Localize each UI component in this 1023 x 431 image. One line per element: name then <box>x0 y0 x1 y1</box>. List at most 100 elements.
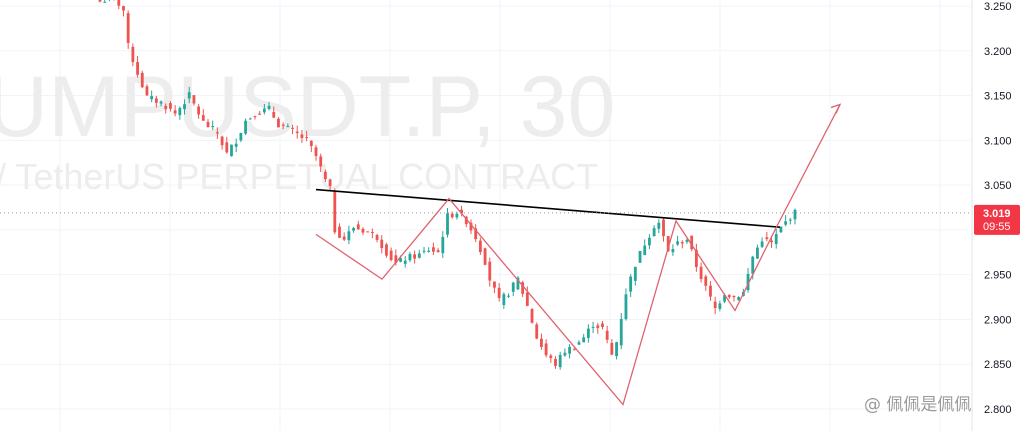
candle-body <box>507 295 510 297</box>
candle-body <box>356 224 360 230</box>
candle-body <box>295 131 299 134</box>
candle-body <box>281 124 285 126</box>
candle-body <box>206 121 210 128</box>
candle-body <box>488 261 492 281</box>
candle-body <box>779 226 783 233</box>
candle-body <box>323 171 327 180</box>
candle-body <box>478 240 482 253</box>
candle-body <box>417 253 421 258</box>
candle-body <box>535 324 539 339</box>
candle-body <box>511 282 515 292</box>
candle-body <box>671 249 675 253</box>
candle-body <box>352 227 355 231</box>
candle-body <box>770 240 773 243</box>
candle-body <box>262 108 266 113</box>
candle-body <box>469 222 473 231</box>
candle-body <box>131 46 135 62</box>
bar-countdown: 09:55 <box>983 221 1011 233</box>
pattern-zigzag-line[interactable] <box>315 104 841 406</box>
candle-body <box>760 241 764 247</box>
candle-body <box>657 222 661 229</box>
candle-body <box>648 237 651 246</box>
candle-body <box>582 337 586 343</box>
candle-body <box>286 126 290 128</box>
watermark-description: / TetherUS PERPETUAL CONTRACT <box>0 156 598 197</box>
image-credit: @ 佩佩是佩佩 <box>864 395 971 415</box>
candle-body <box>699 266 703 279</box>
candle-body <box>544 343 548 356</box>
candle-body <box>619 319 623 346</box>
arrow-head-icon <box>830 103 842 114</box>
candle-body <box>370 231 374 233</box>
candle-body <box>375 235 379 240</box>
candle-body <box>211 126 215 128</box>
candle-body <box>549 355 553 359</box>
y-tick-label: 3.100 <box>984 135 1012 147</box>
candle-body <box>230 144 233 157</box>
candle-body <box>483 248 487 265</box>
candle-body <box>756 247 759 259</box>
candle-body <box>662 219 665 237</box>
candle-body <box>183 104 186 110</box>
y-tick-label: 3.050 <box>984 180 1012 192</box>
grid <box>0 0 970 431</box>
y-tick-label: 3.200 <box>984 46 1012 58</box>
candle-body <box>610 342 614 355</box>
candle-body <box>723 295 726 302</box>
candle-body <box>338 226 341 238</box>
candle-body <box>586 328 590 338</box>
candle-body <box>474 228 478 240</box>
neckline-trendline[interactable] <box>315 188 781 228</box>
candle-body <box>591 326 595 328</box>
candle-body <box>300 134 304 138</box>
watermark-symbol: UMPUSDT.P, 30 <box>0 59 615 155</box>
candle-body <box>558 354 562 368</box>
candle-body <box>201 115 205 121</box>
candle-body <box>765 237 769 240</box>
candle-body <box>516 277 520 290</box>
candle-body <box>680 242 684 244</box>
credit-text: @ 佩佩是佩佩 <box>864 395 971 415</box>
candle-body <box>718 303 722 309</box>
candle-body <box>446 213 449 235</box>
candle-body <box>554 358 557 366</box>
candle-body <box>150 96 154 100</box>
candle-body <box>225 142 229 153</box>
candle-body <box>389 250 393 261</box>
candle-body <box>455 213 459 218</box>
candle-body <box>178 107 182 116</box>
candle-body <box>572 349 576 351</box>
candle-body <box>98 0 102 2</box>
candle-body <box>624 294 628 320</box>
candle-body <box>319 156 323 167</box>
candle-body <box>525 292 529 306</box>
candle-body <box>244 120 247 134</box>
candle-body <box>450 213 454 218</box>
candle-body <box>126 13 130 43</box>
candle-body <box>291 127 294 129</box>
candle-body <box>277 118 280 128</box>
candle-body <box>540 338 543 347</box>
candle-body <box>732 295 736 298</box>
candle-body <box>253 116 257 118</box>
candle-body <box>563 352 567 356</box>
candle-body <box>361 228 365 233</box>
candle-body <box>788 219 792 221</box>
y-tick-label: 2.950 <box>984 270 1012 282</box>
candle-body <box>272 112 276 118</box>
candle-body <box>441 236 445 254</box>
candle-body <box>234 143 238 147</box>
candle-body <box>403 260 407 264</box>
candles <box>98 0 797 370</box>
candle-body <box>347 231 351 241</box>
drawing-annotations[interactable] <box>315 103 842 406</box>
candle-body <box>103 1 107 3</box>
candle-body <box>793 209 797 220</box>
candle-body <box>530 309 534 323</box>
candle-body <box>497 287 501 298</box>
candle-body <box>685 239 689 242</box>
candle-body <box>394 255 398 264</box>
candle-body <box>422 250 426 252</box>
